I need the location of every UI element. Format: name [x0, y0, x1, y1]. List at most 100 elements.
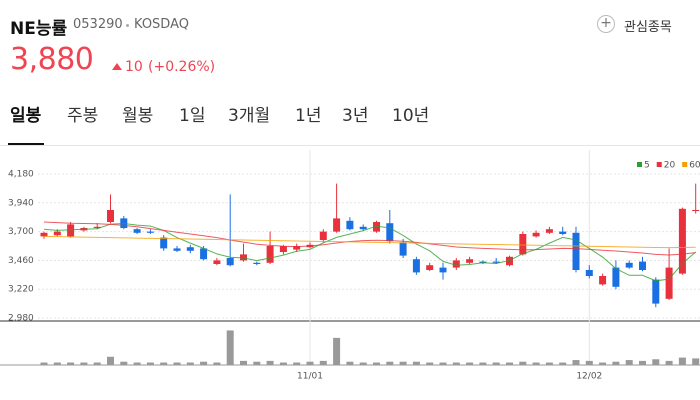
candle-body — [665, 267, 673, 299]
legend-swatch — [682, 162, 688, 167]
volume-bar — [665, 360, 673, 365]
volume-bar — [692, 358, 700, 365]
volume-bar — [599, 362, 607, 365]
volume-bar — [572, 360, 580, 365]
separator-dot — [126, 24, 129, 27]
watch-icon[interactable]: + — [597, 15, 615, 33]
x-tick-label: 12/02 — [576, 372, 602, 382]
watch-button[interactable]: 관심종목 — [624, 20, 672, 35]
candle-body — [240, 254, 247, 261]
candle-body — [107, 210, 114, 222]
tab[interactable]: 월봉 — [122, 106, 154, 126]
x-tick-label: 11/01 — [297, 372, 323, 382]
volume-bar — [466, 362, 474, 365]
volume-bar — [373, 362, 380, 365]
volume-bar — [146, 362, 154, 365]
volume-bar — [652, 359, 660, 365]
candle-body — [173, 248, 181, 251]
candle-body — [506, 256, 513, 266]
candle-body — [373, 222, 380, 232]
volume-bar — [200, 361, 208, 365]
candle-body — [639, 261, 646, 270]
volume-bar — [306, 361, 314, 365]
tab[interactable]: 1년 — [295, 106, 322, 126]
volume-bar — [93, 362, 101, 365]
candle-body — [160, 237, 168, 249]
ma-line — [43, 221, 696, 256]
volume-bar — [386, 361, 394, 365]
up-arrow — [112, 63, 122, 70]
legend-swatch — [637, 162, 642, 167]
volume-bar — [53, 362, 61, 365]
volume-bar — [160, 362, 168, 365]
candle-body — [412, 259, 420, 273]
volume-bar — [559, 362, 567, 365]
volume-bar — [678, 357, 686, 365]
candle-body — [40, 232, 48, 237]
candle-body — [652, 279, 660, 304]
legend-label: 5 — [644, 161, 650, 171]
candle-body — [692, 210, 700, 211]
tab[interactable]: 3년 — [342, 106, 369, 126]
volume-bar — [120, 361, 128, 365]
volume-bar — [226, 330, 234, 365]
divider — [0, 145, 700, 146]
ma-line — [43, 235, 696, 249]
volume-bar — [426, 362, 434, 365]
stock-code: 053290 — [73, 17, 123, 32]
volume-bar — [319, 360, 327, 365]
volume-bar — [399, 361, 407, 365]
tab[interactable]: 일봉 — [10, 106, 42, 126]
volume-bar — [545, 362, 553, 365]
y-tick-label: 3,460 — [8, 256, 34, 266]
volume-bar — [186, 362, 194, 365]
volume-bar — [612, 361, 620, 365]
candle-body — [585, 270, 593, 276]
y-tick-label: 3,700 — [8, 227, 34, 237]
candle-body — [293, 246, 301, 250]
price: 3,880 — [10, 42, 94, 77]
candle-body — [67, 224, 75, 237]
candle-body — [53, 231, 61, 236]
tab[interactable]: 3개월 — [228, 106, 271, 126]
volume-bar — [213, 362, 221, 365]
candle-body — [572, 232, 580, 270]
volume-bar — [67, 362, 75, 365]
candle-body — [479, 261, 487, 263]
legend-label: 20 — [664, 161, 676, 171]
change: 10 — [125, 59, 143, 75]
change-pct: (+0.26%) — [148, 59, 216, 75]
candle-body — [346, 220, 354, 230]
volume-bar — [639, 360, 646, 365]
volume-bar — [532, 362, 540, 365]
ma-line — [43, 222, 697, 282]
y-tick-label: 3,220 — [8, 285, 34, 295]
volume-bar — [625, 360, 633, 365]
volume-bar — [279, 362, 287, 365]
volume-bar — [253, 361, 261, 365]
candle-body — [133, 229, 141, 233]
candle-body — [426, 265, 434, 270]
volume-bar — [293, 362, 301, 365]
volume-bar — [80, 362, 88, 365]
market: KOSDAQ — [134, 17, 189, 32]
volume-bar — [173, 362, 181, 365]
tab[interactable]: 10년 — [392, 106, 430, 126]
y-tick-label: 3,940 — [8, 198, 34, 208]
volume-bar — [333, 337, 341, 365]
candle-body — [186, 247, 194, 251]
volume-bar — [359, 362, 367, 365]
candle-body — [266, 246, 274, 263]
volume-bar — [452, 362, 460, 365]
tab[interactable]: 주봉 — [67, 106, 99, 126]
volume-bar — [412, 361, 420, 365]
y-tick-label: 2,980 — [8, 314, 34, 324]
tab[interactable]: 1일 — [179, 106, 206, 126]
legend-swatch — [656, 162, 662, 167]
volume-bar — [492, 362, 500, 365]
stock-name: NE능률 — [10, 19, 68, 39]
candle-body — [386, 223, 394, 242]
candle-body — [146, 231, 154, 233]
candle-body — [492, 261, 500, 263]
candle-body — [253, 262, 261, 264]
